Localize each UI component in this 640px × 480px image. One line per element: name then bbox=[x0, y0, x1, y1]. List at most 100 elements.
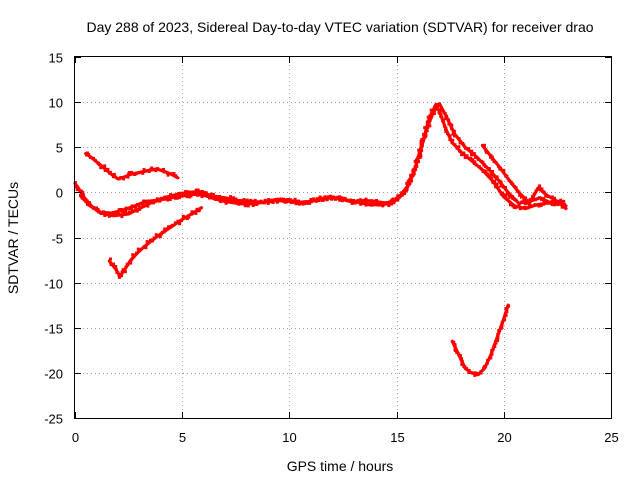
data-point bbox=[168, 198, 172, 201]
data-point bbox=[479, 167, 483, 171]
data-point bbox=[297, 200, 301, 204]
data-point bbox=[471, 158, 475, 162]
data-point bbox=[220, 197, 224, 201]
y-tick-label: 0 bbox=[56, 186, 63, 201]
data-point bbox=[198, 193, 202, 197]
data-point bbox=[454, 349, 457, 352]
data-point bbox=[123, 270, 127, 274]
data-point bbox=[470, 149, 474, 153]
data-point bbox=[358, 198, 362, 202]
data-point bbox=[118, 213, 122, 217]
data-point bbox=[174, 196, 178, 200]
data-point bbox=[438, 110, 442, 114]
data-point bbox=[181, 214, 185, 218]
data-point bbox=[103, 164, 107, 168]
data-point bbox=[527, 202, 531, 206]
data-point bbox=[81, 193, 85, 197]
data-point bbox=[133, 254, 136, 258]
data-point bbox=[561, 205, 565, 209]
data-point bbox=[444, 127, 447, 131]
data-point bbox=[500, 324, 504, 328]
series-track-upper bbox=[84, 151, 180, 181]
data-point bbox=[109, 262, 113, 266]
data-point bbox=[271, 201, 275, 204]
data-point bbox=[470, 371, 474, 375]
data-point bbox=[97, 163, 101, 167]
data-point bbox=[428, 124, 432, 128]
data-point bbox=[442, 119, 446, 123]
data-point bbox=[127, 171, 131, 175]
data-point bbox=[537, 204, 541, 208]
y-tick-label: -5 bbox=[51, 232, 63, 247]
data-point bbox=[114, 268, 118, 272]
data-point bbox=[218, 195, 221, 198]
data-point bbox=[142, 205, 145, 208]
data-point bbox=[141, 202, 145, 206]
data-point bbox=[420, 142, 424, 146]
data-point bbox=[492, 160, 496, 163]
data-point bbox=[245, 198, 249, 202]
data-point bbox=[107, 214, 111, 218]
data-point bbox=[119, 208, 123, 211]
data-point bbox=[490, 352, 494, 356]
data-point bbox=[85, 153, 89, 157]
data-point bbox=[531, 195, 535, 199]
data-point bbox=[255, 203, 259, 206]
data-point bbox=[405, 181, 409, 185]
data-point bbox=[425, 129, 429, 133]
data-point bbox=[462, 151, 466, 155]
data-point bbox=[135, 209, 139, 213]
data-point bbox=[465, 367, 469, 371]
data-point bbox=[273, 198, 277, 202]
data-point bbox=[503, 187, 507, 191]
data-point bbox=[495, 175, 499, 179]
data-point bbox=[498, 167, 502, 171]
data-point bbox=[138, 207, 142, 211]
data-point bbox=[536, 187, 540, 191]
data-point bbox=[86, 151, 89, 155]
data-point bbox=[162, 230, 166, 234]
data-point bbox=[237, 202, 241, 206]
grid bbox=[75, 57, 611, 418]
data-point bbox=[370, 203, 374, 207]
data-point bbox=[529, 204, 533, 208]
data-point bbox=[534, 198, 537, 202]
data-point bbox=[460, 362, 464, 366]
data-point bbox=[135, 251, 139, 255]
data-point bbox=[160, 230, 164, 234]
data-point bbox=[457, 137, 461, 140]
data-point bbox=[447, 118, 451, 122]
data-point bbox=[451, 138, 455, 142]
data-point bbox=[293, 197, 297, 201]
data-point bbox=[194, 188, 198, 192]
data-point bbox=[497, 329, 501, 333]
data-point bbox=[497, 165, 501, 169]
data-point bbox=[150, 239, 154, 243]
data-point bbox=[146, 204, 150, 208]
data-point bbox=[379, 200, 383, 204]
data-point bbox=[204, 191, 208, 195]
data-point bbox=[458, 141, 462, 145]
data-point bbox=[563, 202, 567, 206]
data-point bbox=[411, 173, 415, 177]
data-point bbox=[275, 200, 279, 204]
data-point bbox=[166, 227, 170, 230]
data-point bbox=[189, 191, 193, 195]
data-point bbox=[99, 166, 103, 170]
data-point bbox=[128, 210, 132, 214]
data-point bbox=[490, 155, 494, 159]
data-point bbox=[289, 198, 293, 202]
data-point bbox=[508, 203, 512, 207]
data-point bbox=[489, 155, 492, 159]
data-point bbox=[517, 190, 521, 194]
data-point bbox=[528, 198, 532, 202]
data-point bbox=[230, 199, 234, 203]
data-point bbox=[489, 356, 493, 360]
data-point bbox=[329, 196, 333, 200]
data-point bbox=[320, 199, 324, 202]
data-point bbox=[523, 196, 527, 200]
data-point bbox=[159, 168, 163, 172]
data-point bbox=[361, 199, 365, 203]
x-tick-label: 0 bbox=[72, 430, 79, 445]
